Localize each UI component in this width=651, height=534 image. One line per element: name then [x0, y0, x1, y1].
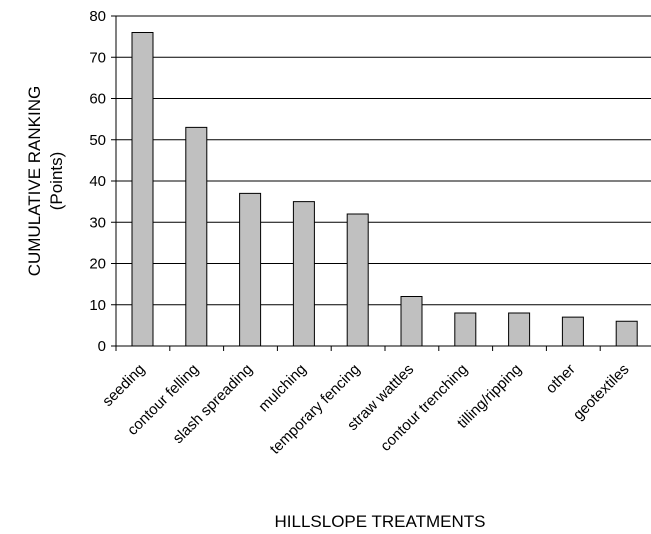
x-tick-label: temporary fencing — [267, 361, 364, 458]
bar-straw-wattles — [400, 296, 423, 347]
y-tick-label: 70 — [89, 49, 106, 66]
y-tick-labels: 0 10 20 30 40 50 60 70 80 — [89, 8, 116, 355]
bar-contour-trenching — [454, 312, 477, 347]
bar-slash-spreading — [239, 192, 262, 347]
y-tick-label: 80 — [89, 8, 106, 25]
bar-geotextiles — [615, 320, 638, 347]
bar-contour-felling — [185, 126, 208, 347]
y-axis-title-line2: (Points) — [47, 152, 66, 211]
bars — [131, 32, 638, 347]
y-tick-label: 10 — [89, 297, 106, 314]
y-tick-label: 40 — [89, 173, 106, 190]
bar-temporary-fencing — [346, 213, 369, 347]
y-tick-label: 0 — [98, 338, 106, 355]
x-tick-label: other — [543, 361, 579, 397]
x-tick-label: mulching — [255, 361, 309, 415]
y-tick-label: 30 — [89, 214, 106, 231]
x-tick-label: geotextiles — [570, 361, 633, 424]
bar-other — [561, 316, 584, 347]
x-axis-title: HILLSLOPE TREATMENTS — [275, 512, 486, 531]
bar-mulching — [292, 201, 315, 347]
bar-tilling-ripping — [508, 312, 531, 347]
y-tick-label: 20 — [89, 256, 106, 273]
x-tick-label: seeding — [99, 361, 148, 410]
bar-seeding — [131, 32, 154, 347]
y-tick-label: 60 — [89, 91, 106, 108]
y-tick-label: 50 — [89, 132, 106, 149]
y-axis-title-line1: CUMULATIVE RANKING — [25, 86, 44, 277]
